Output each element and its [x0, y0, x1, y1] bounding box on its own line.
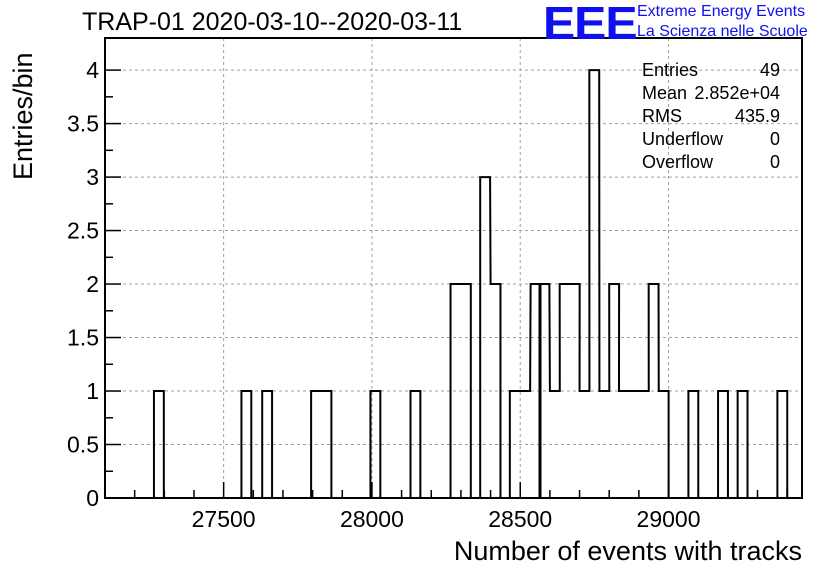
stats-row-overflow: Overflow 0: [642, 151, 780, 174]
histogram-outline: [152, 69, 789, 498]
x-axis-label: Number of events with tracks: [453, 536, 802, 566]
y-axis-ticks: 0 0.5 1 1.5 2 2.5 3 3.5 4: [67, 57, 121, 511]
stats-box: Entries 49 Mean 2.852e+04 RMS 435.9 Unde…: [642, 59, 780, 174]
logo-line-2: La Scienza nelle Scuole: [637, 23, 808, 40]
stats-row-rms: RMS 435.9: [642, 105, 780, 128]
stats-mean-label: Mean: [642, 83, 688, 103]
stats-mean-value: 2.852e+04: [694, 83, 780, 103]
y-tick-label: 3: [86, 164, 99, 190]
chart-title: TRAP-01 2020-03-10--2020-03-11: [82, 8, 463, 36]
stats-overflow-label: Overflow: [642, 152, 714, 172]
eee-logo: EEE: [543, 0, 638, 49]
y-tick-label: 1: [86, 378, 99, 404]
x-axis-ticks: 27500 28000 28500 29000: [104, 482, 788, 532]
stats-entries-label: Entries: [642, 60, 699, 80]
stats-row-underflow: Underflow 0: [642, 128, 780, 151]
stats-rms-label: RMS: [642, 106, 682, 126]
y-tick-label: 2: [86, 271, 99, 297]
x-tick-label: 28000: [340, 506, 404, 532]
stats-entries-value: 49: [759, 60, 780, 80]
y-axis-label: Entries/bin: [8, 52, 38, 180]
plot-frame: [104, 37, 803, 499]
y-tick-label: 0.5: [67, 432, 99, 458]
stats-underflow-label: Underflow: [642, 129, 724, 149]
stats-underflow-value: 0: [769, 129, 780, 149]
logo-line-1: Extreme Energy Events: [637, 3, 806, 20]
y-tick-label: 2.5: [67, 218, 99, 244]
stats-row-mean: Mean 2.852e+04: [642, 82, 780, 105]
stats-row-entries: Entries 49: [642, 59, 780, 82]
y-tick-label: 1.5: [67, 325, 99, 351]
x-tick-label: 28500: [488, 506, 552, 532]
logo-caption: Extreme Energy Events La Scienza nelle S…: [637, 2, 808, 42]
stats-rms-value: 435.9: [734, 106, 780, 126]
x-tick-label: 29000: [637, 506, 701, 532]
grid-lines: [105, 38, 802, 498]
x-tick-label: 27500: [192, 506, 256, 532]
y-tick-label: 0: [86, 485, 99, 511]
y-tick-label: 3.5: [67, 111, 99, 137]
y-tick-label: 4: [86, 57, 99, 83]
stats-overflow-value: 0: [769, 152, 780, 172]
